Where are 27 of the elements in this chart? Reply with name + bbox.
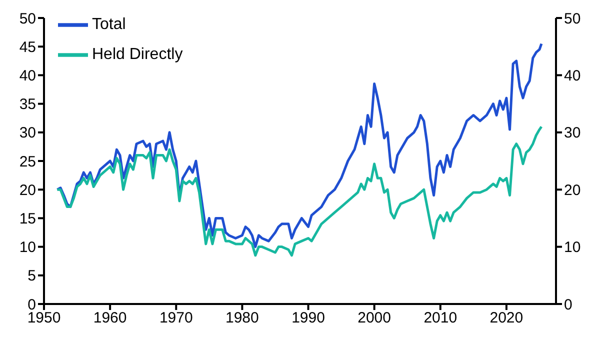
y-tick-label: 50 [19,10,36,28]
y-tick-label: 35 [19,96,36,114]
x-tick-label: 1960 [93,310,127,327]
y2-tick-label: 20 [564,182,581,199]
y-tick-label: 5 [28,268,36,285]
y-tick-label: 25 [19,153,36,170]
y2-tick-label: 0 [564,296,572,314]
y2-tick-label: 30 [564,124,581,142]
y-tick-label: 20 [19,182,36,199]
legend-label: Total [92,16,126,34]
y-tick-label: 10 [19,239,36,256]
y-tick-label: 15 [19,210,36,228]
y-tick-label: 30 [19,124,36,142]
x-tick-label: 1990 [292,310,325,327]
y-tick-label: 45 [19,38,36,56]
legend-label: Held Directly [92,46,183,64]
line-series [56,42,543,248]
y-tick-label: 40 [19,68,36,85]
x-tick-label: 2000 [358,310,392,327]
y2-tick-label: 40 [564,68,581,85]
line-series [56,125,543,257]
x-tick-label: 1980 [226,310,259,327]
x-tick-label: 2020 [490,310,524,327]
x-tick-label: 1970 [159,310,193,327]
x-tick-label: 2010 [424,310,458,327]
y2-tick-label: 50 [564,10,581,28]
y2-tick-label: 10 [564,239,581,256]
